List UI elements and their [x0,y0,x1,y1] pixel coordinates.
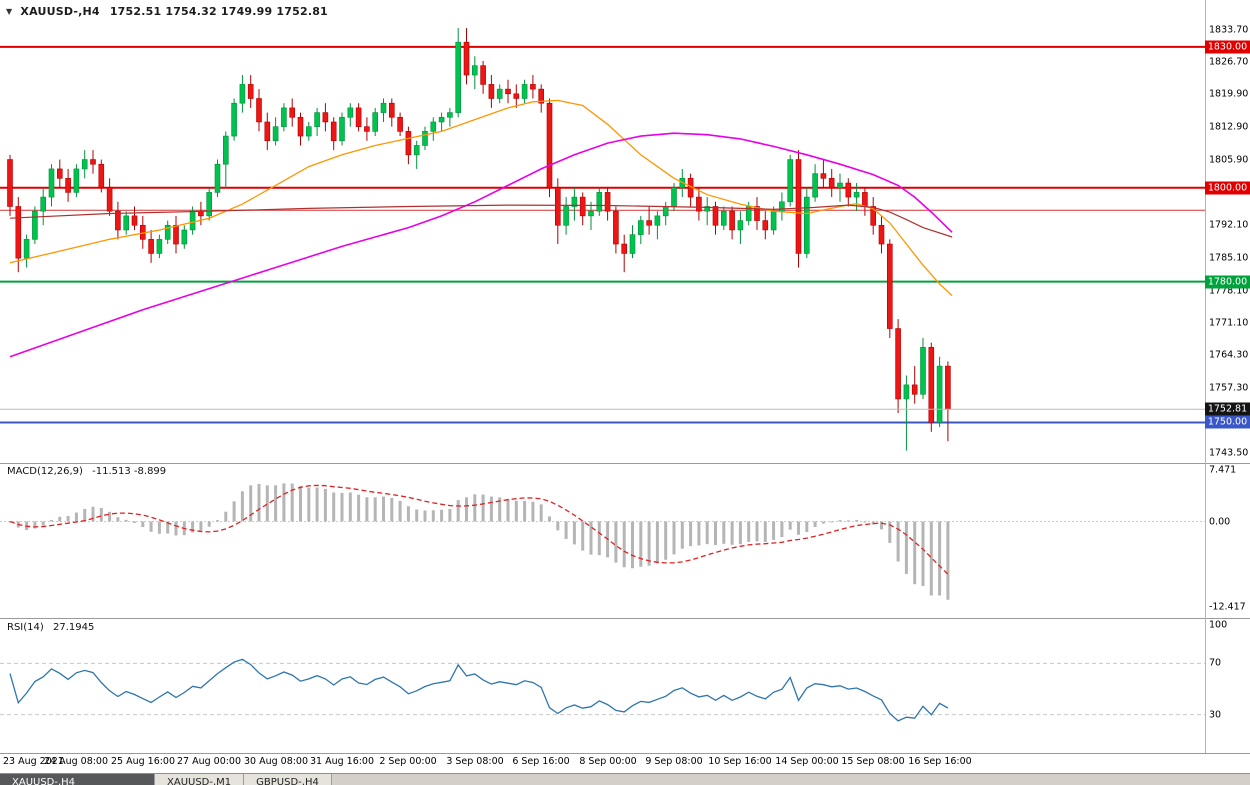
time-axis-label: 2 Sep 00:00 [379,756,437,767]
price-scale-label: 1764.30 [1209,349,1249,361]
rsi-line [9,658,949,722]
macd-scale-label: -12.417 [1209,601,1246,613]
chart-tab[interactable]: XAUUSD-,M1 [155,774,245,785]
time-axis-label: 8 Sep 00:00 [579,756,637,767]
ma-orange-line [9,99,953,297]
time-axis-label: 27 Aug 00:00 [176,756,242,767]
time-axis-label: 30 Aug 08:00 [243,756,309,767]
price-scale-label: 1812.90 [1209,121,1249,133]
price-scale-label: 1826.70 [1209,56,1249,68]
time-axis-label: 14 Sep 00:00 [775,756,839,767]
chart-tab-bar: XAUUSD-,H4 XAUUSD-,M1 GBPUSD-,H4 [0,773,1250,785]
time-axis-label: 15 Sep 08:00 [841,756,905,767]
time-axis-label: 3 Sep 08:00 [446,756,504,767]
price-scale-label: 1757.30 [1209,382,1249,394]
macd-histogram [8,483,950,600]
time-axis-label: 6 Sep 16:00 [512,756,570,767]
price-scale-label: 1743.50 [1209,447,1249,459]
price-scale-label: 1805.90 [1209,154,1249,166]
chart-symbol-period: XAUUSD-,H4 [20,5,100,18]
price-badge-support-1780: 1780.00 [1205,275,1250,289]
time-axis-label: 10 Sep 16:00 [708,756,772,767]
price-scale-label: 1833.70 [1209,24,1249,35]
chart-title: ▼ XAUUSD-,H4 1752.51 1754.32 1749.99 175… [6,5,328,18]
time-axis-label: 24 Aug 08:00 [43,756,109,767]
macd-scale-label: 7.471 [1209,464,1237,476]
macd-scale-label: 0.00 [1209,516,1231,527]
time-axis-label: 9 Sep 08:00 [645,756,703,767]
price-scale-label: 1778.10 [1209,285,1249,296]
rsi-scale-label: 70 [1209,657,1222,669]
price-badge-resistance-1800: 1800.00 [1205,181,1250,195]
chart-menu-icon[interactable]: ▼ [6,7,13,16]
time-axis-label: 31 Aug 16:00 [309,756,375,767]
time-axis-label: 16 Sep 16:00 [908,756,972,767]
rsi-scale-label: 100 [1209,619,1228,631]
price-scale-label: 1785.10 [1209,252,1249,264]
rsi-panel-label: RSI(14) 27.1945 [7,622,94,633]
time-axis-label: 23 Aug 2021 [3,756,64,767]
macd-panel-label: MACD(12,26,9) -11.513 -8.899 [7,466,166,477]
current-price-badge: 1752.81 [1205,402,1250,416]
macd-values: -11.513 -8.899 [92,466,167,477]
macd-signal-line [9,484,949,575]
price-badge-resistance-1830: 1830.00 [1205,40,1250,54]
candles [7,28,951,451]
macd-label: MACD(12,26,9) [7,466,83,477]
rsi-scale-label: 30 [1209,709,1222,721]
ma-magenta-line [9,132,953,358]
chart-tab[interactable]: XAUUSD-,H4 [0,774,155,785]
chart-ohlc-values: 1752.51 1754.32 1749.99 1752.81 [109,5,328,18]
price-scale-label: 1819.90 [1209,88,1249,100]
rsi-label: RSI(14) [7,622,44,633]
price-scale-label: 1792.10 [1209,219,1249,231]
time-axis-label: 25 Aug 16:00 [110,756,176,767]
ma-darkred-line [9,204,953,238]
price-badge-support-1750: 1750.00 [1205,415,1250,429]
rsi-value: 27.1945 [52,622,95,633]
price-scale-label: 1771.10 [1209,317,1249,329]
chart-tab[interactable]: GBPUSD-,H4 [244,774,332,785]
